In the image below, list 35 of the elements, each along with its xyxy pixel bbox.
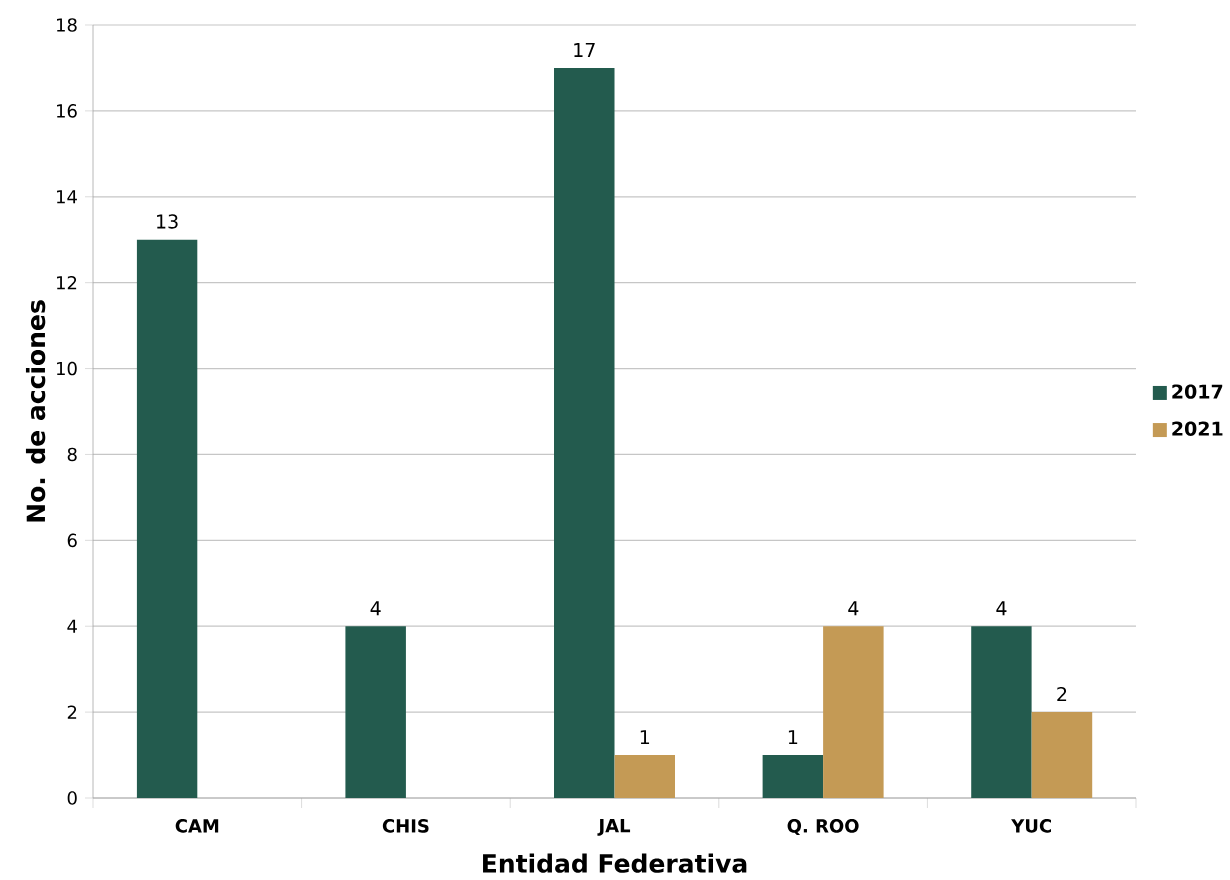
- bar: [345, 626, 406, 799]
- x-tick-label: CAM: [175, 819, 219, 833]
- x-tick-label: Q. ROO: [787, 819, 859, 836]
- bar: [554, 67, 615, 799]
- y-tick-label: 12: [57, 275, 77, 290]
- bar: [614, 755, 675, 799]
- x-tick-label: CHIS: [382, 819, 429, 833]
- y-tick-label: 14: [57, 190, 77, 204]
- data-label: 4: [370, 601, 381, 616]
- y-tick-label: 18: [57, 18, 77, 32]
- bar: [971, 626, 1032, 799]
- bar: [823, 626, 884, 799]
- y-axis-title: No. de acciones: [25, 300, 46, 522]
- bar: [762, 755, 824, 799]
- data-label: 2: [1057, 686, 1067, 702]
- legend-label: 2021: [1172, 421, 1223, 436]
- bar: [136, 239, 198, 799]
- y-tick-label: 6: [67, 533, 77, 548]
- y-tick-label: 8: [67, 447, 77, 462]
- x-axis-title: Entidad Federativa: [483, 853, 747, 873]
- y-tick-label: 16: [57, 104, 77, 118]
- y-tick-label: 4: [67, 619, 77, 633]
- data-label: 1: [640, 730, 650, 744]
- legend-label: 2017: [1172, 384, 1223, 399]
- x-tick-label: JAL: [597, 819, 631, 836]
- data-label: 1: [788, 730, 798, 744]
- y-tick-label: 0: [67, 791, 77, 805]
- y-tick-label: 10: [57, 361, 77, 376]
- x-tick-label: YUC: [1011, 819, 1051, 833]
- data-label: 4: [848, 601, 859, 616]
- data-label: 17: [574, 43, 595, 57]
- data-label: 4: [996, 601, 1007, 616]
- y-tick-label: 2: [67, 705, 77, 719]
- bar: [1031, 712, 1093, 799]
- data-label: 13: [157, 214, 178, 229]
